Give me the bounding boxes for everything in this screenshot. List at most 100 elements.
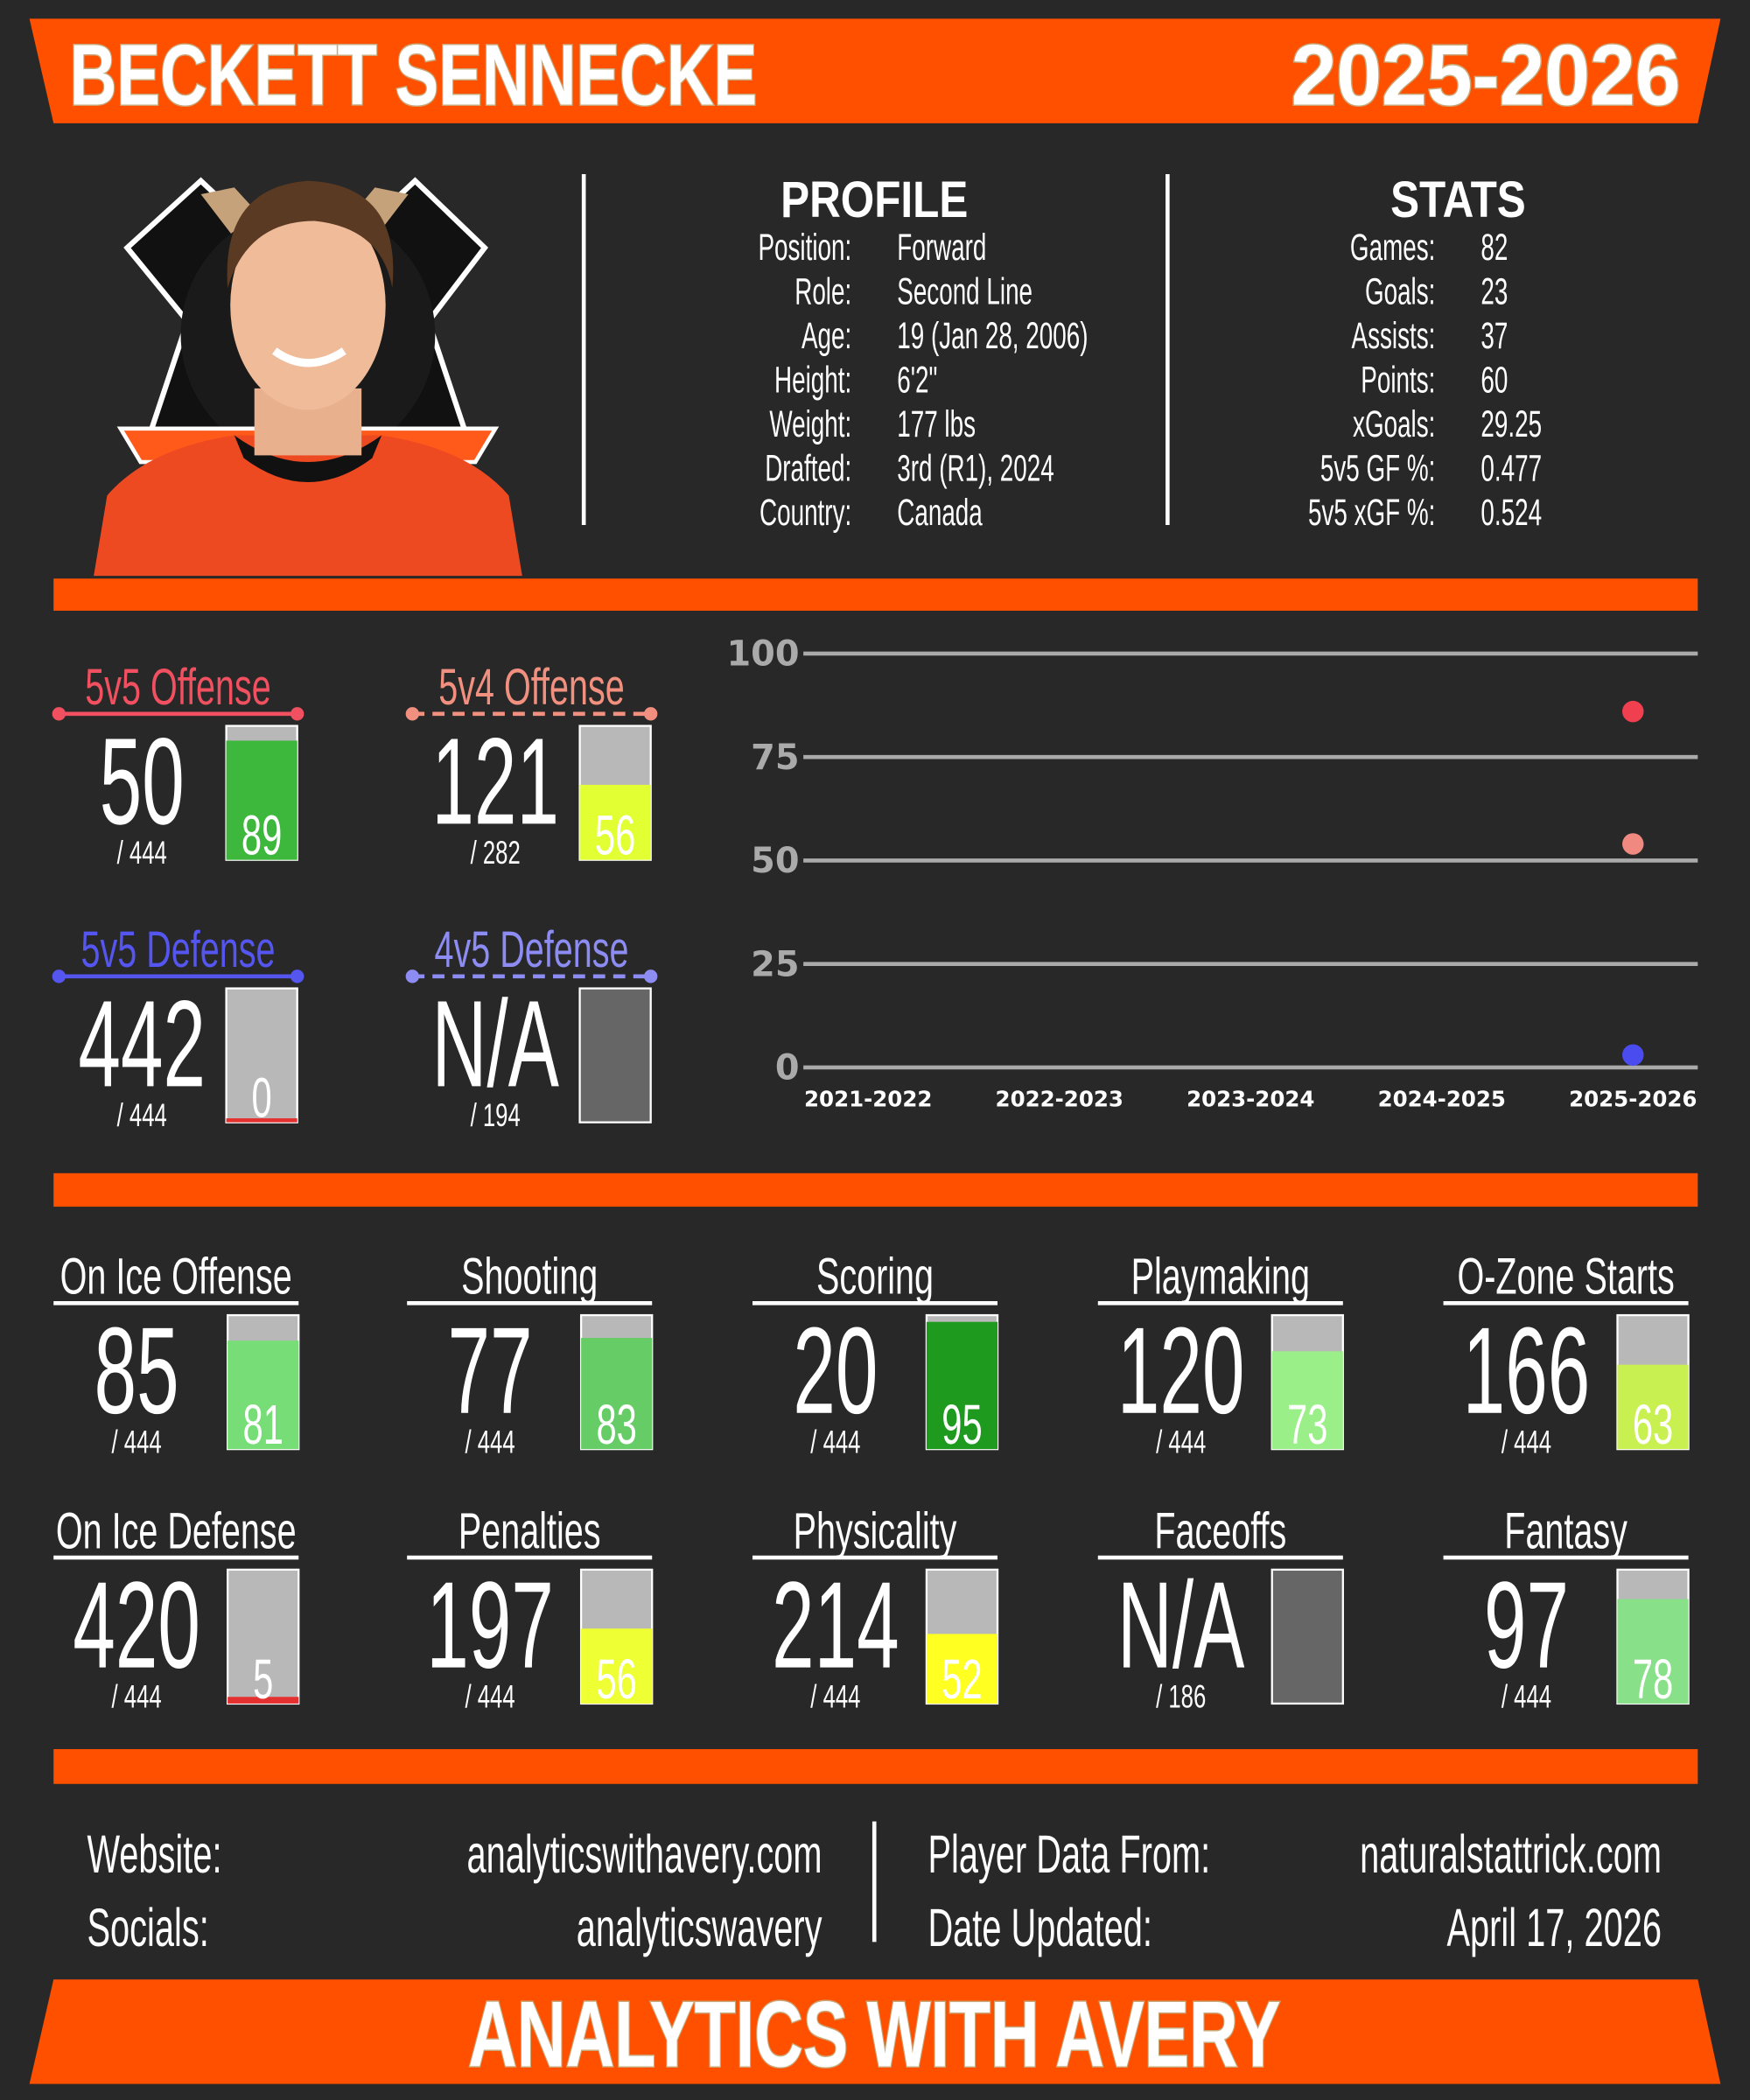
footer-value: analyticswavery xyxy=(577,1897,822,1957)
y-tick-label: 75 xyxy=(751,738,799,778)
footer-label: Player Data From: xyxy=(928,1824,1210,1884)
rank-total: / 444 xyxy=(112,1424,162,1460)
y-tick-label: 100 xyxy=(727,634,800,675)
tile-title: On Ice Defense xyxy=(56,1502,297,1559)
x-tick-label: 2025-2026 xyxy=(1569,1086,1697,1111)
row-label: xGoals: xyxy=(1353,402,1435,445)
bar xyxy=(226,740,298,860)
player-photo xyxy=(94,177,522,577)
row-label: Games: xyxy=(1350,226,1435,269)
rank-total: / 444 xyxy=(465,1678,514,1715)
rank: 20 xyxy=(793,1301,878,1438)
tile-title: 5v4 Offense xyxy=(438,658,624,715)
row-value: 23 xyxy=(1480,270,1508,312)
rank-total: / 444 xyxy=(1502,1678,1551,1715)
row-value: 60 xyxy=(1480,358,1508,401)
rank: 50 xyxy=(100,712,185,850)
section-title: PROFILE xyxy=(780,172,968,228)
rank: N/A xyxy=(431,975,558,1112)
rank-total: / 444 xyxy=(112,1678,162,1715)
bar xyxy=(579,784,651,860)
bar xyxy=(926,1634,998,1704)
tile-title: Fantasy xyxy=(1504,1502,1628,1559)
section-title: STATS xyxy=(1390,172,1526,228)
rank-total: / 444 xyxy=(117,835,167,872)
row-label: Assists: xyxy=(1351,314,1435,357)
face xyxy=(230,200,386,410)
y-tick-label: 25 xyxy=(751,944,799,984)
rank: 121 xyxy=(431,712,559,850)
rank: 442 xyxy=(78,975,206,1112)
row-value: Canada xyxy=(897,491,983,534)
tile-title: Scoring xyxy=(816,1248,934,1305)
x-tick-label: 2021-2022 xyxy=(804,1086,932,1111)
bar xyxy=(228,1340,299,1450)
x-tick-label: 2023-2024 xyxy=(1186,1086,1314,1111)
percentile-label: 78 xyxy=(1633,1648,1673,1711)
row-value: 29.25 xyxy=(1480,402,1542,445)
tile-title: 4v5 Defense xyxy=(435,920,629,977)
header-banner xyxy=(29,18,1721,123)
bar-empty xyxy=(1270,1568,1344,1705)
x-tick-label: 2024-2025 xyxy=(1378,1086,1506,1111)
underline-dot xyxy=(405,707,419,721)
rank-total: / 444 xyxy=(117,1097,167,1134)
rank-total: / 194 xyxy=(471,1097,521,1134)
footer-banner xyxy=(29,1979,1721,2084)
percentile-label: 5 xyxy=(253,1648,273,1711)
bar xyxy=(1617,1599,1689,1704)
tile-title: 5v5 Offense xyxy=(85,658,270,715)
row-label: Drafted: xyxy=(765,446,851,489)
row-value: 3rd (R1), 2024 xyxy=(897,446,1054,489)
rank: N/A xyxy=(1117,1556,1244,1693)
tile-title: Physicality xyxy=(794,1502,957,1559)
tile-title: O-Zone Starts xyxy=(1457,1248,1674,1305)
data-point xyxy=(1622,1044,1644,1066)
rank: 214 xyxy=(772,1556,900,1693)
data-point xyxy=(1622,833,1644,855)
season: 2025-2026 xyxy=(1292,28,1681,123)
footer-value: naturalstattrick.com xyxy=(1360,1824,1662,1884)
rank-total: / 186 xyxy=(1156,1678,1206,1715)
row-label: 5v5 xGF %: xyxy=(1308,491,1435,534)
rank: 97 xyxy=(1484,1556,1569,1693)
bar-track xyxy=(225,987,298,1124)
bar-empty xyxy=(578,987,652,1124)
percentile-label: 0 xyxy=(252,1068,272,1130)
rank: 77 xyxy=(448,1301,533,1438)
data-point xyxy=(1622,700,1644,723)
footer-value: analyticswithavery.com xyxy=(466,1824,822,1884)
rank: 120 xyxy=(1117,1301,1245,1438)
percentile-label: 56 xyxy=(595,805,635,867)
underline-dot xyxy=(405,970,419,984)
rank-total: / 444 xyxy=(810,1678,860,1715)
section-band xyxy=(53,578,1698,611)
row-value: Forward xyxy=(897,226,986,269)
row-value: 177 lbs xyxy=(897,402,976,445)
rank: 420 xyxy=(73,1556,200,1693)
row-label: Role: xyxy=(794,270,851,312)
row-label: Age: xyxy=(802,314,851,357)
row-value: 37 xyxy=(1480,314,1508,357)
jersey-collar xyxy=(234,435,382,483)
row-value: 82 xyxy=(1480,226,1508,269)
rank: 166 xyxy=(1463,1301,1591,1438)
row-value: 6'2" xyxy=(897,358,937,401)
smile xyxy=(272,347,346,368)
underline-dot xyxy=(52,707,66,721)
row-label: Weight: xyxy=(769,402,851,445)
rank: 197 xyxy=(426,1556,554,1693)
section-band xyxy=(53,1172,1698,1208)
percentile-label: 95 xyxy=(942,1394,982,1456)
row-value: 0.477 xyxy=(1480,446,1542,489)
bar xyxy=(581,1338,653,1450)
footer-label: Website: xyxy=(87,1824,221,1884)
section-band xyxy=(53,1748,1698,1784)
underline-dot xyxy=(290,970,304,984)
x-tick-label: 2022-2023 xyxy=(996,1086,1124,1111)
tile-title: On Ice Offense xyxy=(60,1248,292,1305)
row-label: Country: xyxy=(760,491,851,534)
percentile-label: 81 xyxy=(242,1394,283,1456)
